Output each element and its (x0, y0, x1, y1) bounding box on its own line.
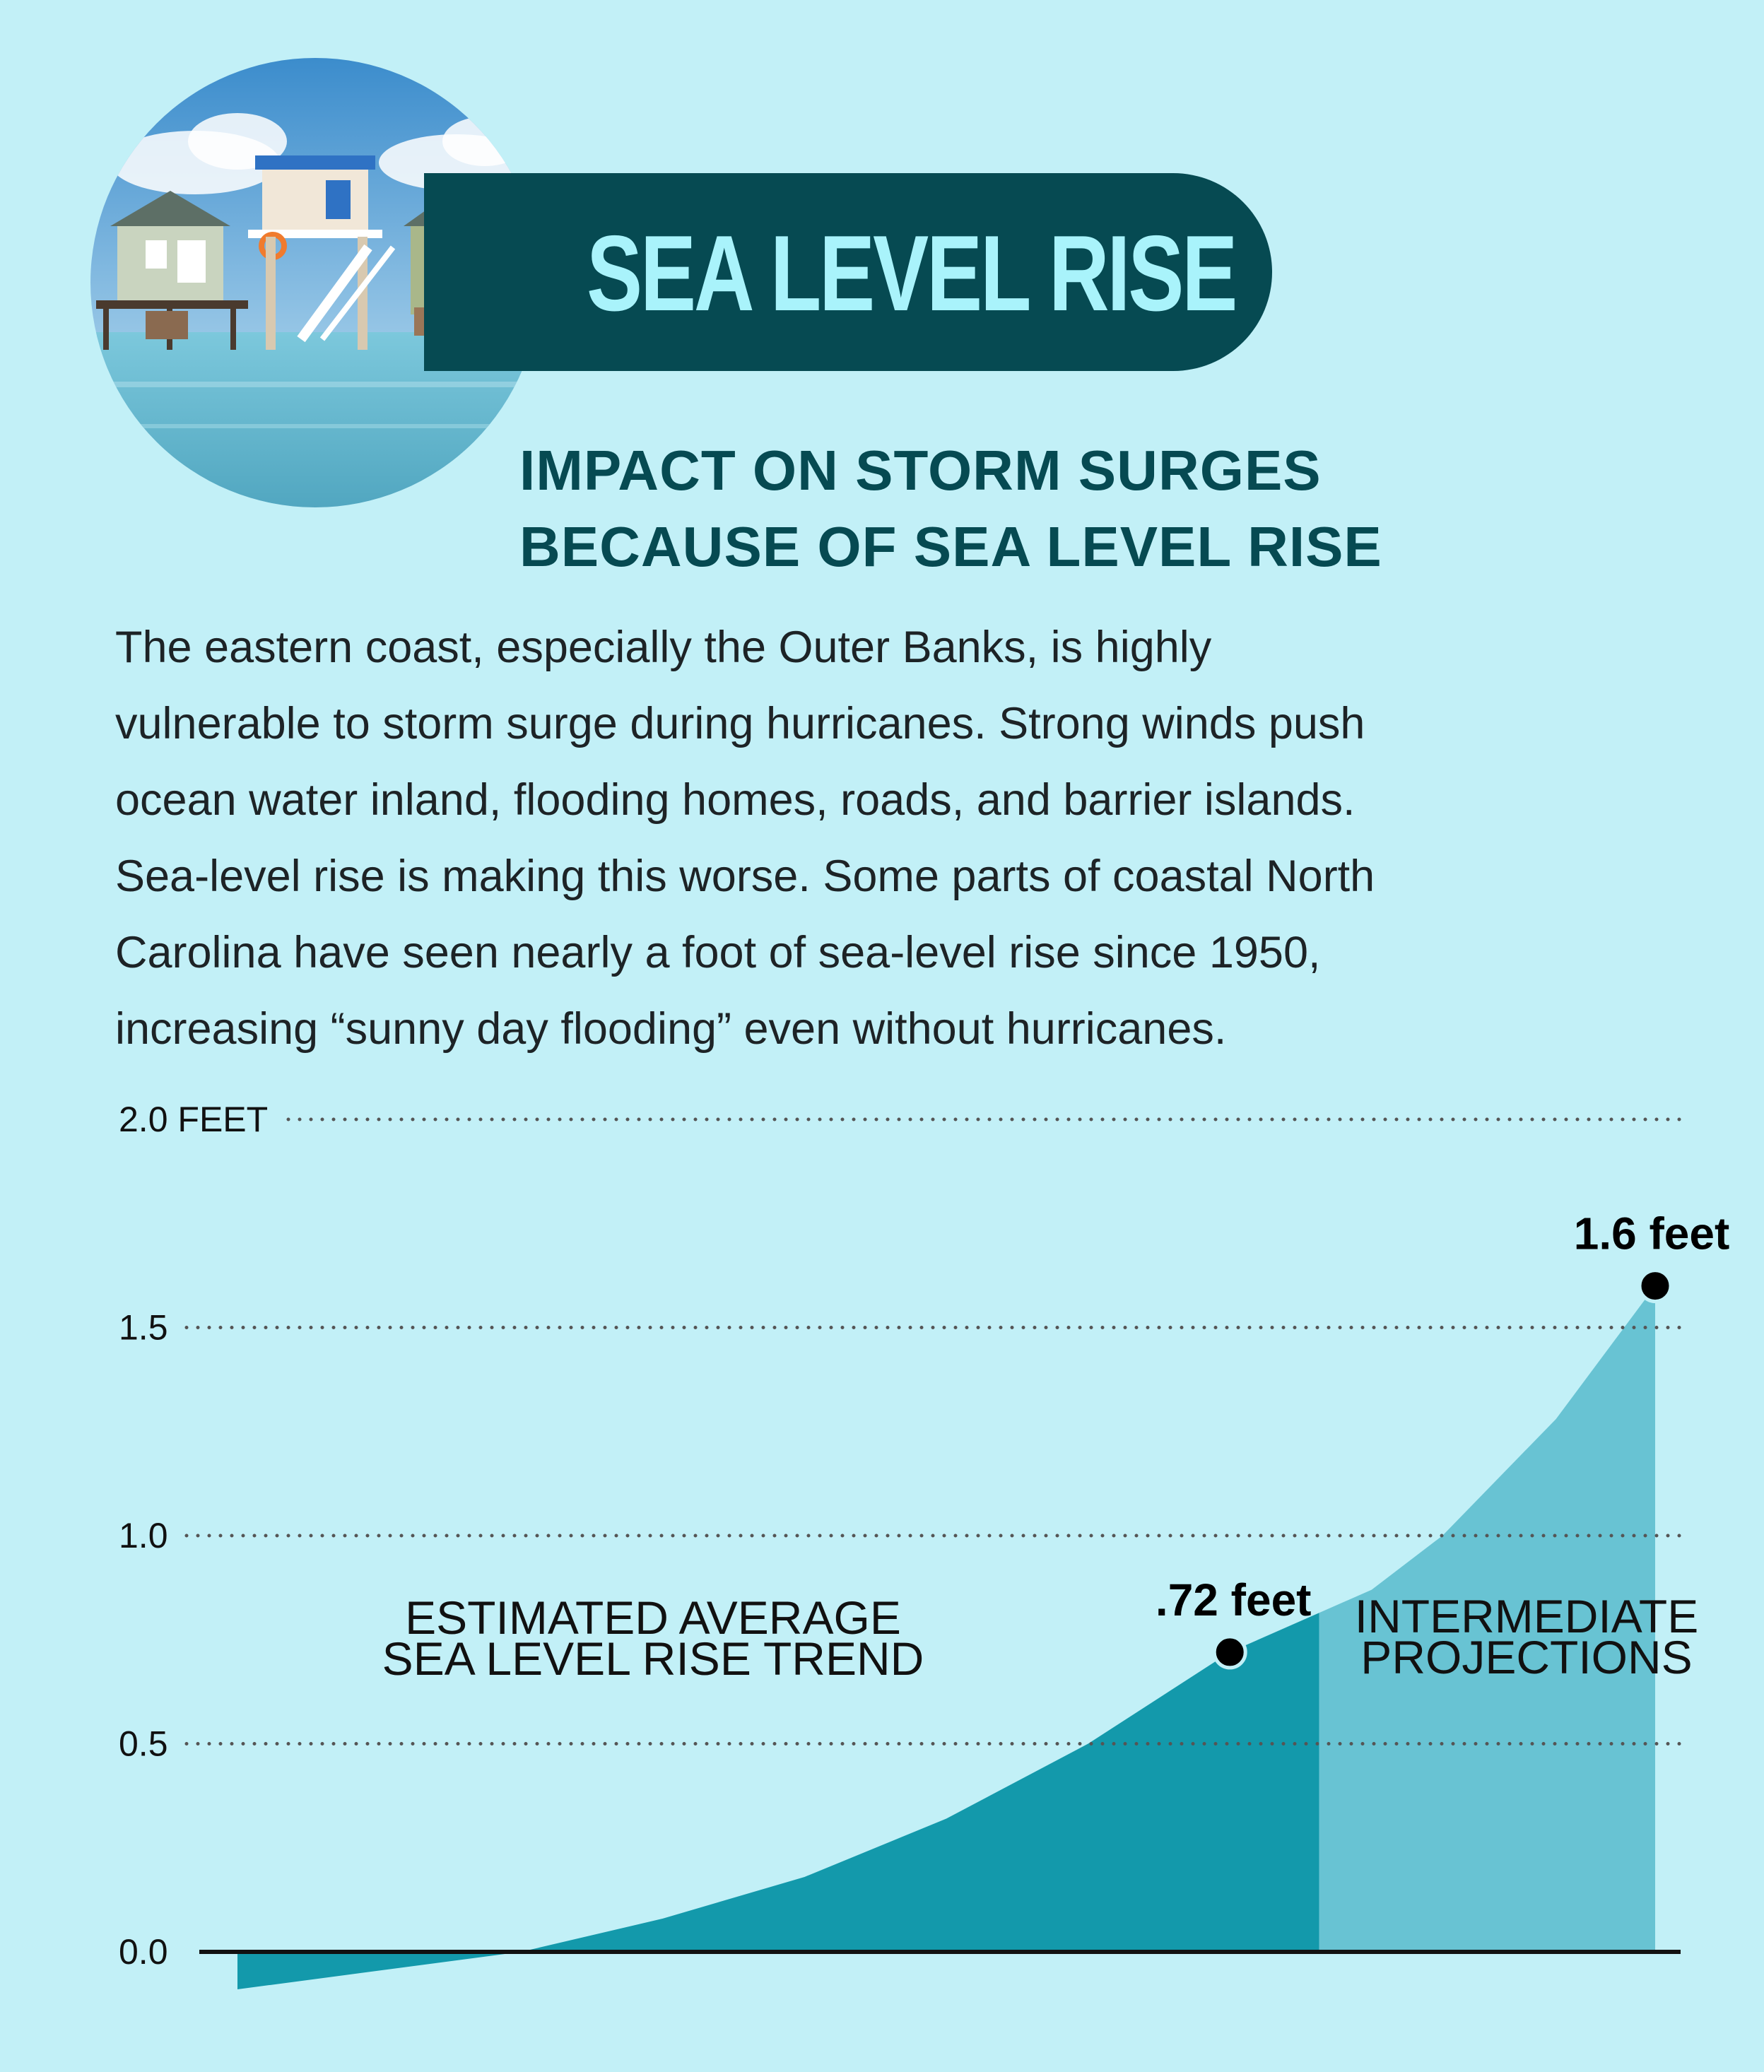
y-tick-label: 1.0 (119, 1516, 168, 1555)
body-line: Sea-level rise is making this worse. Som… (115, 852, 1375, 901)
series-area-projections (1319, 1285, 1655, 1952)
series-area-trend (237, 1613, 1319, 1990)
body-line: increasing “sunny day flooding” even wit… (115, 1004, 1227, 1054)
body-line: ocean water inland, flooding homes, road… (115, 775, 1356, 825)
body-paragraph: The eastern coast, especially the Outer … (115, 609, 1705, 1067)
body-line: The eastern coast, especially the Outer … (115, 623, 1212, 672)
y-tick-label: 0.0 (119, 1932, 168, 1972)
trend-region-label: SEA LEVEL RISE TREND (382, 1632, 924, 1685)
y-tick-label: 0.5 (119, 1724, 168, 1764)
data-point (1212, 1635, 1247, 1670)
subtitle: IMPACT ON STORM SURGES BECAUSE OF SEA LE… (519, 432, 1721, 585)
projection-region-label: INTERMEDIATE (1355, 1590, 1698, 1642)
body-line: Carolina have seen nearly a foot of sea-… (115, 928, 1321, 977)
subtitle-line: BECAUSE OF SEA LEVEL RISE (519, 515, 1382, 578)
y-tick-label: 2.0 FEET (119, 1100, 268, 1139)
title-banner (424, 173, 1272, 371)
data-label: 1.6 feet (1574, 1208, 1730, 1259)
y-tick-label: 1.5 (119, 1308, 168, 1348)
projection-region-label: PROJECTIONS (1360, 1631, 1692, 1683)
body-line: vulnerable to storm surge during hurrica… (115, 699, 1365, 748)
data-point (1637, 1268, 1673, 1304)
subtitle-line: IMPACT ON STORM SURGES (519, 439, 1322, 502)
page-title: SEA LEVEL RISE (587, 213, 1237, 334)
data-label: .72 feet (1156, 1574, 1312, 1625)
trend-region-label: ESTIMATED AVERAGE (405, 1591, 901, 1644)
